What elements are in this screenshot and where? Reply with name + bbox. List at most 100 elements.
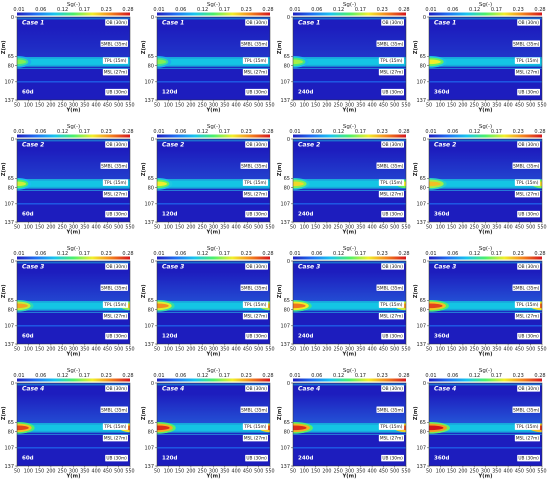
y-tick-label: 107 — [416, 324, 426, 330]
x-tick-label: 400 — [92, 225, 101, 231]
x-tick-label: 250 — [470, 103, 479, 109]
x-tick-label: 300 — [69, 347, 78, 353]
y-tick-label: 107 — [4, 202, 14, 208]
case-label: Case 4 — [298, 385, 320, 392]
x-tick-label: 150 — [175, 225, 184, 231]
colorbar — [293, 256, 406, 260]
colorbar-tick-label: 0.17 — [219, 373, 230, 379]
x-tick-label: 100 — [436, 347, 445, 353]
heatmap-panel: Sg(-) 0.01 0.06 0.12 0.17 0.23 0.28 OB (30m) SMB… — [277, 368, 411, 480]
x-tick-label: 150 — [175, 103, 184, 109]
colorbar-tick-label: 0.23 — [377, 129, 388, 135]
layer-label-box — [102, 312, 128, 320]
msl-base-band — [17, 203, 130, 205]
x-tick-label: 100 — [436, 225, 445, 231]
layer-label: SMBL (35m) — [241, 163, 267, 169]
layer-label-box — [245, 210, 268, 218]
layer-label-box — [245, 88, 268, 96]
case-label: Case 4 — [162, 385, 184, 392]
x-tick-label: 400 — [232, 347, 241, 353]
layer-label-box — [378, 179, 404, 186]
x-tick-label: 50 — [426, 347, 432, 353]
y-tick-label: 107 — [144, 324, 154, 330]
lower-band — [429, 433, 542, 435]
colorbar-tick-label: 0.23 — [377, 251, 388, 257]
heatmap-panel: Sg(-) 0.01 0.06 0.12 0.17 0.23 0.28 OB (30m) SMB… — [1, 246, 135, 358]
colorbar-tick-label: 0.12 — [469, 251, 480, 257]
x-tick-label: 300 — [69, 103, 78, 109]
x-tick-label: 250 — [58, 347, 67, 353]
y-tick-label: 137 — [144, 342, 154, 348]
plume-core — [429, 181, 441, 187]
y-tick-label: 80 — [420, 429, 426, 435]
x-tick-label: 250 — [470, 469, 479, 475]
heatmap-panel: Sg(-) 0.01 0.06 0.12 0.17 0.23 0.28 OB (30m) SMB… — [141, 124, 275, 236]
case-label: Case 3 — [162, 263, 184, 270]
layer-label-box — [242, 57, 268, 64]
x-tick-label: 550 — [537, 103, 546, 109]
x-tick-label: 300 — [345, 347, 354, 353]
x-tick-label: 100 — [164, 103, 173, 109]
layer-label: UB (30m) — [106, 334, 127, 340]
layer-label: TPL (15m) — [243, 58, 266, 64]
layer-label-box — [376, 162, 404, 169]
colorbar-tick-label: 0.01 — [289, 251, 300, 257]
y-tick-label: 65 — [8, 176, 14, 182]
colorbar-tick-label: 0.28 — [534, 373, 545, 379]
plot-area — [429, 139, 542, 222]
layer-label-box — [517, 385, 540, 392]
plume-core — [157, 303, 169, 309]
layer-label-box — [514, 312, 540, 320]
y-tick-label: 65 — [8, 298, 14, 304]
msl-base-band — [293, 447, 406, 449]
x-tick-label: 350 — [80, 225, 89, 231]
x-tick-label: 400 — [504, 225, 513, 231]
layer-label-box — [378, 301, 404, 308]
y-tick-label: 0 — [287, 259, 290, 265]
layer-label: TPL (15m) — [103, 424, 126, 430]
x-tick-label: 50 — [14, 347, 20, 353]
layer-label-box — [100, 162, 128, 169]
y-tick-label: 107 — [416, 202, 426, 208]
case-label: Case 2 — [298, 141, 320, 148]
heatmap-panel: Sg(-) 0.01 0.06 0.12 0.17 0.23 0.28 OB (30m) SMB… — [141, 246, 275, 358]
lower-band — [293, 311, 406, 313]
colorbar-tick-label: 0.23 — [513, 373, 524, 379]
layer-label: UB (30m) — [518, 90, 539, 96]
x-tick-label: 150 — [447, 225, 456, 231]
colorbar-tick-label: 0.28 — [262, 373, 273, 379]
tpl-band-core — [293, 302, 406, 309]
x-tick-label: 550 — [265, 225, 274, 231]
colorbar-label: Sg(-) — [207, 2, 220, 8]
x-tick-label: 550 — [125, 469, 134, 475]
x-tick-label: 250 — [198, 347, 207, 353]
x-tick-label: 250 — [334, 347, 343, 353]
colorbar-label: Sg(-) — [207, 368, 220, 374]
layer-label-box — [245, 141, 268, 148]
x-tick-label: 350 — [80, 103, 89, 109]
y-tick-label: 65 — [148, 176, 154, 182]
layer-label-box — [378, 312, 404, 320]
x-tick-label: 200 — [46, 469, 55, 475]
layer-label-box — [240, 284, 268, 291]
top-band — [293, 261, 406, 264]
y-tick-label: 107 — [144, 202, 154, 208]
colorbar-tick-label: 0.23 — [101, 7, 112, 13]
y-tick-label: 0 — [287, 137, 290, 143]
colorbar-tick-label: 0.17 — [219, 251, 230, 257]
layer-label: OB (30m) — [382, 386, 403, 392]
x-tick-label: 400 — [368, 469, 377, 475]
colorbar-tick-label: 0.01 — [153, 129, 164, 135]
x-axis-label: Y(m) — [342, 352, 357, 358]
colorbar-tick-label: 0.17 — [355, 251, 366, 257]
y-tick-label: 107 — [144, 80, 154, 86]
layer-label: OB (30m) — [106, 20, 127, 26]
colorbar-tick-label: 0.01 — [425, 7, 436, 13]
layer-label-box — [245, 454, 268, 462]
x-tick-label: 300 — [345, 103, 354, 109]
colorbar-tick-label: 0.28 — [398, 251, 409, 257]
layer-label-box — [514, 434, 540, 442]
layer-label-box — [378, 434, 404, 442]
layer-label: MSL (27m) — [244, 436, 268, 442]
x-tick-label: 450 — [103, 225, 112, 231]
